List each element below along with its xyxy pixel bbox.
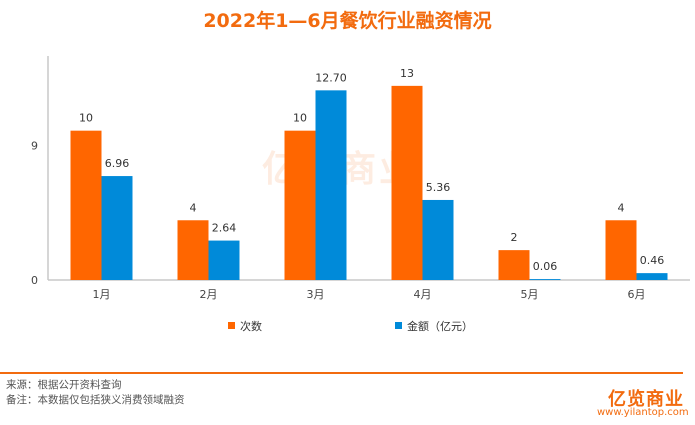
remark-note: 备注：本数据仅包括狭义消费领域融资 [6, 394, 185, 406]
legend-swatch [395, 322, 402, 329]
data-label: 0.46 [640, 254, 665, 267]
data-label: 0.06 [533, 260, 558, 273]
x-tick-label: 4月 [414, 288, 432, 301]
bar-count [70, 130, 102, 280]
bar-count [605, 220, 637, 280]
data-label: 6.96 [105, 157, 130, 170]
legend-swatch [228, 322, 235, 329]
website-url: www.yilantop.com [597, 407, 689, 418]
x-tick-label: 5月 [521, 288, 539, 301]
x-tick-label: 1月 [93, 288, 111, 301]
bar-amount [529, 279, 561, 280]
data-label: 10 [79, 112, 93, 125]
data-label: 4 [618, 201, 625, 214]
bar-amount [208, 240, 240, 280]
bar-amount [636, 273, 668, 280]
x-tick-label: 2月 [200, 288, 218, 301]
brand-logo: 亿览商业 [608, 389, 684, 410]
footer-divider [0, 372, 683, 374]
data-label: 5.36 [426, 181, 451, 194]
data-label: 2 [511, 231, 518, 244]
bar-count [284, 130, 316, 280]
bar-chart: 0 9 1月 10 6.96 2月 4 2.64 3月 10 12.70 4月 13 5.36 5月 2 0.0… [31, 56, 690, 333]
x-tick-label: 3月 [307, 288, 325, 301]
x-tick-label: 6月 [628, 288, 646, 301]
legend-label: 次数 [240, 319, 262, 333]
bar-count [498, 250, 530, 280]
data-label: 12.70 [315, 71, 347, 84]
chart-title: 2022年1—6月餐饮行业融资情况 [203, 10, 492, 32]
data-label: 4 [190, 201, 197, 214]
data-label: 2.64 [212, 222, 237, 235]
bar-amount [422, 199, 454, 280]
bar-amount [101, 176, 133, 280]
y-tick-label: 0 [31, 274, 38, 287]
legend-label: 金额（亿元） [407, 319, 473, 333]
data-label: 13 [400, 67, 414, 80]
y-tick-label: 9 [31, 140, 38, 153]
data-label: 10 [293, 112, 307, 125]
bar-count [177, 220, 209, 280]
bar-count [391, 85, 423, 280]
bar-amount [315, 90, 347, 280]
source-note: 来源：根据公开资料查询 [6, 379, 122, 391]
